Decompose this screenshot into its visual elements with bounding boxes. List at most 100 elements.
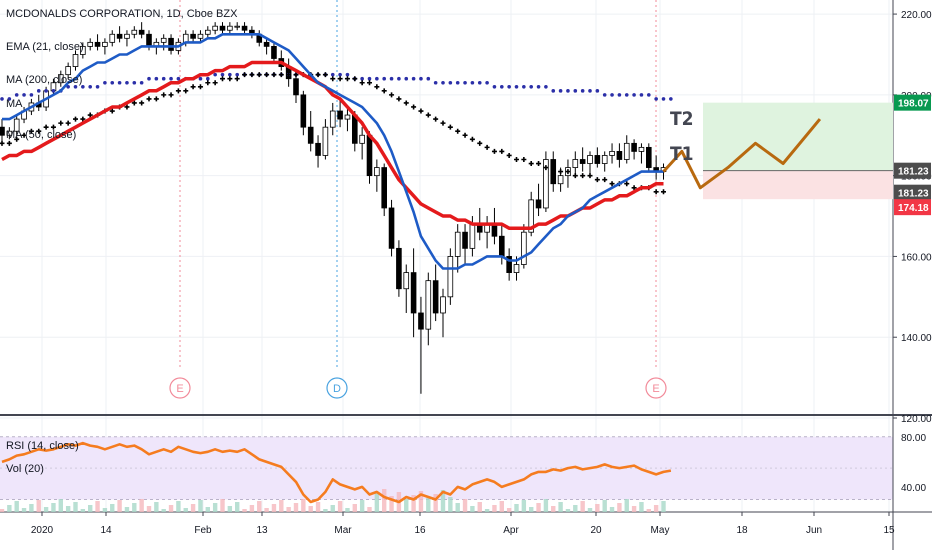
- volume-bar: [264, 508, 269, 512]
- ma-mid-point: [544, 84, 548, 89]
- volume-bar: [382, 489, 387, 512]
- candle-body: [462, 231, 468, 249]
- volume-bar: [183, 508, 188, 512]
- ma-mid-point: [566, 89, 570, 93]
- ma200-point: [602, 177, 608, 183]
- candle-body: [528, 199, 534, 233]
- time-axis[interactable]: 2020 14 Feb 13 Mar 16 Apr 20 May 18 Jun 15: [31, 512, 895, 536]
- candle-body: [58, 74, 64, 84]
- legend-ma-mid[interactable]: MA: [6, 98, 23, 110]
- ma200-point: [381, 88, 387, 94]
- ma-mid-point: [375, 76, 379, 81]
- time-tick-label: Apr: [503, 525, 519, 536]
- volume-bar: [51, 503, 56, 512]
- volume-bar: [36, 500, 41, 512]
- candle-body: [109, 33, 116, 43]
- ma200-point: [521, 156, 527, 162]
- candle-body: [638, 146, 645, 152]
- volume-bar: [573, 505, 578, 512]
- candle-body: [366, 134, 373, 177]
- candle-body: [337, 110, 343, 120]
- legend-rsi[interactable]: RSI (14, close): [6, 440, 79, 452]
- ma-mid-point: [110, 80, 115, 85]
- projection-path: [662, 118, 822, 190]
- volume-bar: [308, 506, 313, 512]
- time-tick-label: 14: [100, 525, 112, 536]
- candle-body: [102, 41, 108, 47]
- ma-mid-point: [485, 80, 489, 85]
- ma-mid-point: [36, 89, 41, 93]
- ma200-point: [609, 181, 615, 187]
- ma200-point: [197, 84, 203, 90]
- volume-bar: [43, 507, 49, 512]
- volume-bar: [602, 500, 607, 512]
- event-marker-label: D: [333, 383, 341, 395]
- ma200-point: [50, 124, 56, 130]
- ma200-point: [337, 76, 343, 82]
- candle-body: [87, 41, 94, 47]
- time-tick-label: 16: [414, 525, 426, 536]
- ma200-point: [499, 148, 505, 154]
- ma-mid-point: [117, 80, 122, 85]
- time-tick-label: Jun: [806, 525, 822, 536]
- volume-bar: [477, 502, 482, 512]
- price-axis[interactable]: 220.00200.00180.00160.00140.00120.0080.0…: [893, 10, 932, 494]
- time-tick-label: May: [651, 525, 670, 536]
- price-tag-label: 181.23: [898, 167, 929, 178]
- volume-bars: [0, 489, 666, 512]
- candle-body: [72, 54, 79, 67]
- volume-bar: [220, 499, 225, 512]
- volume-bar: [455, 503, 460, 512]
- legend-volume[interactable]: Vol (20): [6, 463, 44, 475]
- candle-body: [557, 175, 564, 185]
- ma200-point: [528, 161, 534, 167]
- ma200-point: [249, 72, 255, 78]
- legend-ema[interactable]: EMA (21, close): [6, 41, 84, 53]
- ma-mid-point: [154, 76, 159, 81]
- candle-body: [219, 25, 226, 31]
- ma200-point: [469, 136, 475, 142]
- ma200-point: [491, 148, 497, 154]
- candle-body: [271, 45, 277, 59]
- candle-body: [498, 235, 505, 257]
- volume-bar: [639, 502, 644, 512]
- ma-mid-point: [595, 89, 600, 93]
- volume-bar: [367, 507, 372, 512]
- ma200-point: [514, 156, 519, 162]
- volume-bar: [7, 505, 12, 512]
- ma200-point: [28, 128, 34, 134]
- target-label-t2: T2: [670, 108, 694, 130]
- legend-ma200[interactable]: MA (200, close): [6, 74, 83, 86]
- ma-mid-point: [14, 93, 19, 97]
- candle-body: [550, 159, 557, 185]
- ma200-point: [65, 120, 71, 126]
- ma-mid-point: [411, 76, 416, 81]
- ma200-point: [462, 132, 468, 138]
- ma-mid-point: [139, 80, 144, 85]
- ma200-point: [168, 92, 174, 98]
- ma200-point: [587, 173, 593, 179]
- ma-mid-point: [639, 93, 644, 97]
- ma-mid-point: [345, 72, 350, 77]
- price-tick-label: 140.00: [901, 333, 932, 344]
- price-tag: [894, 184, 931, 201]
- legend-ma50[interactable]: MA (50, close): [6, 129, 77, 141]
- ma-mid-point: [360, 76, 364, 81]
- ma200-point: [653, 189, 659, 195]
- candle-body: [300, 94, 307, 128]
- ma200-point: [396, 96, 402, 102]
- candle-body: [293, 78, 299, 96]
- price-tag-label: 198.07: [898, 99, 929, 110]
- volume-bar: [73, 502, 78, 512]
- ma-mid-point: [103, 80, 107, 85]
- volume-bar: [168, 505, 174, 512]
- ma200-point: [661, 189, 666, 195]
- candle-body: [344, 114, 351, 120]
- rsi-tick-label: 80.00: [901, 433, 926, 444]
- ma200-point: [367, 80, 372, 86]
- candle-body: [425, 280, 432, 330]
- volume-bar: [235, 502, 240, 512]
- volume-bar: [499, 501, 504, 512]
- ma200-point: [0, 140, 5, 146]
